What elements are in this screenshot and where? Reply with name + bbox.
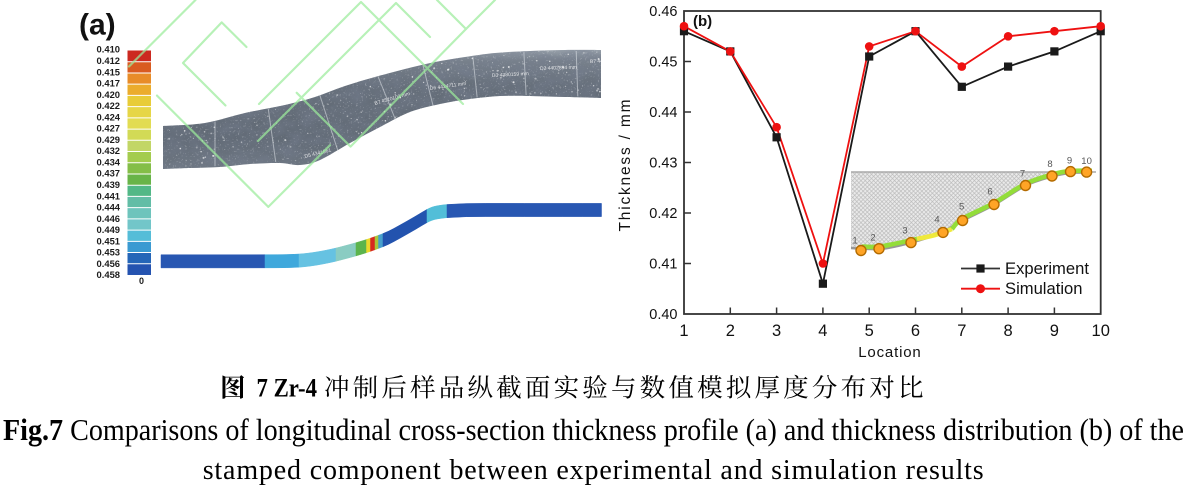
svg-text:0.441: 0.441 (97, 190, 120, 201)
svg-text:0.46: 0.46 (649, 4, 677, 20)
svg-text:C 4147886 mm: C 4147886 mm (289, 166, 324, 177)
svg-text:D3 4380159 mm: D3 4380159 mm (492, 71, 529, 79)
svg-text:(a): (a) (79, 9, 116, 42)
svg-text:D6 4424711 mm: D6 4424711 mm (429, 81, 466, 92)
svg-text:0.410: 0.410 (97, 44, 120, 55)
svg-text:9: 9 (1050, 322, 1059, 340)
svg-text:D2 4402894 mm: D2 4402894 mm (540, 65, 577, 72)
svg-text:5: 5 (865, 322, 874, 340)
svg-text:0.434: 0.434 (97, 156, 121, 167)
svg-text:0.439: 0.439 (97, 179, 120, 190)
svg-text:0.417: 0.417 (97, 78, 120, 89)
svg-text:3: 3 (772, 322, 781, 340)
svg-text:B7 4430726 mm: B7 4430726 mm (590, 58, 627, 65)
svg-text:5: 5 (959, 202, 964, 213)
svg-text:6: 6 (987, 187, 992, 198)
svg-text:7: 7 (957, 322, 966, 340)
svg-text:1: 1 (852, 236, 857, 247)
svg-text:2: 2 (726, 322, 735, 340)
svg-text:Fig.7 Comparisons of longitudi: Fig.7 Comparisons of longitudinal cross-… (3, 412, 1184, 447)
svg-text:8: 8 (1047, 159, 1052, 170)
svg-text:1: 1 (679, 322, 688, 340)
svg-text:0.412: 0.412 (97, 55, 120, 66)
svg-text:0.42: 0.42 (649, 206, 677, 222)
svg-text:7: 7 (1020, 169, 1025, 180)
svg-text:0: 0 (139, 276, 144, 286)
svg-text:0.456: 0.456 (97, 258, 120, 269)
svg-text:0.458: 0.458 (97, 269, 120, 280)
svg-text:0.449: 0.449 (97, 224, 120, 235)
svg-text:7 Zr-4: 7 Zr-4 (257, 373, 318, 403)
svg-text:3: 3 (902, 226, 907, 237)
svg-text:Location: Location (858, 344, 921, 361)
svg-text:Experiment: Experiment (1005, 259, 1089, 278)
svg-text:Thickness / mm: Thickness / mm (617, 100, 634, 232)
svg-text:8: 8 (1004, 322, 1013, 340)
svg-text:4: 4 (934, 214, 939, 225)
svg-text:(b): (b) (693, 13, 712, 30)
svg-text:0.44: 0.44 (649, 105, 677, 121)
svg-text:0.43: 0.43 (649, 156, 677, 172)
svg-text:0.41: 0.41 (649, 257, 677, 273)
svg-text:Simulation: Simulation (1005, 279, 1082, 298)
svg-text:0.453: 0.453 (97, 247, 120, 258)
svg-text:0.422: 0.422 (97, 100, 120, 111)
svg-text:10: 10 (1081, 156, 1092, 167)
svg-text:0.420: 0.420 (97, 89, 120, 100)
svg-text:0.424: 0.424 (97, 111, 121, 122)
svg-text:10: 10 (1092, 322, 1110, 340)
svg-text:0.437: 0.437 (97, 168, 120, 179)
svg-text:0.415: 0.415 (97, 66, 120, 77)
svg-text:0.432: 0.432 (97, 145, 120, 156)
svg-text:0.429: 0.429 (97, 134, 120, 145)
svg-text:2: 2 (870, 233, 875, 244)
svg-text:0.40: 0.40 (649, 307, 677, 323)
svg-text:D15 4421905 mm: D15 4421905 mm (233, 176, 273, 183)
svg-text:0.446: 0.446 (97, 213, 120, 224)
svg-text:4: 4 (818, 322, 827, 340)
svg-text:0.427: 0.427 (97, 123, 120, 134)
svg-text:D15 457743 mm: D15 457743 mm (178, 180, 215, 186)
svg-text:0.45: 0.45 (649, 55, 677, 71)
svg-text:0.444: 0.444 (97, 202, 121, 213)
svg-text:6: 6 (911, 322, 920, 340)
svg-text:9: 9 (1067, 156, 1072, 167)
svg-text:0.451: 0.451 (97, 235, 120, 246)
svg-text:stamped component between expe: stamped component between experimental a… (203, 455, 984, 486)
